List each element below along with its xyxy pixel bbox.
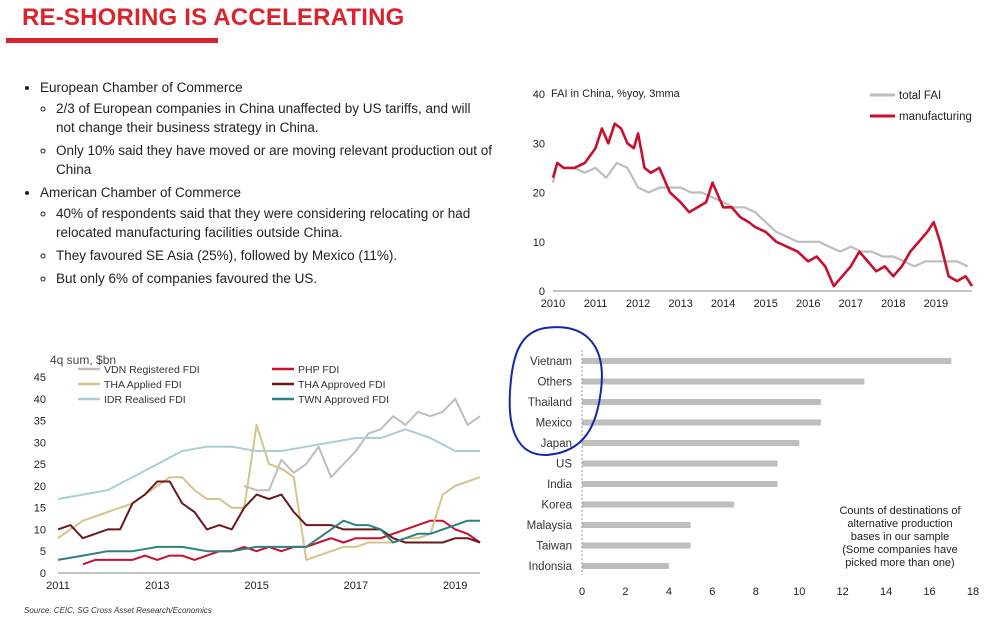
bullet-american-chamber: American Chamber of Commerce 40% of resp… — [40, 183, 492, 288]
fai-x-tick-label: 2011 — [584, 298, 608, 310]
bar-annotation-line: alternative production — [847, 518, 952, 530]
bar-x-tick-label: 0 — [579, 586, 585, 598]
bar-x-tick-label: 16 — [923, 586, 935, 598]
title-underline — [6, 38, 218, 43]
fdi-legend-label: TWN Approved FDI — [298, 394, 389, 406]
fai-x-tick-label: 2017 — [839, 298, 863, 310]
fdi-chart-title: 4q sum, $bn — [50, 353, 116, 367]
bar-x-tick-label: 8 — [753, 586, 759, 598]
fdi-series-line-idr-realised-fdi — [57, 428, 480, 500]
fai-legend-label: manufacturing — [899, 111, 972, 123]
bar-thailand — [582, 399, 821, 405]
bar-korea — [582, 501, 735, 508]
bar-x-tick-label: 6 — [709, 586, 715, 598]
fdi-y-tick-label: 35 — [34, 416, 46, 428]
fdi-x-tick-label: 2017 — [344, 580, 368, 592]
bar-x-tick-label: 2 — [622, 586, 628, 598]
bar-x-tick-label: 12 — [837, 586, 849, 598]
fdi-y-tick-label: 0 — [40, 568, 46, 580]
bar-us — [582, 460, 778, 467]
fdi-y-tick-label: 5 — [40, 546, 46, 558]
fdi-legend-label: IDR Realised FDI — [104, 394, 186, 406]
fdi-series-line-twn-approved-fdi — [57, 519, 480, 561]
fai-x-tick-label: 2012 — [626, 298, 650, 310]
sub-bullet: 2/3 of European companies in China unaff… — [56, 99, 492, 137]
highlight-circle-annotation — [508, 326, 603, 457]
bar-x-tick-label: 18 — [967, 586, 979, 598]
sub-bullet: 40% of respondents said that they were c… — [56, 204, 492, 242]
sub-bullet: Only 10% said they have moved or are mov… — [56, 141, 492, 179]
fdi-y-tick-label: 30 — [34, 437, 46, 449]
fai-y-tick-label: 30 — [533, 138, 545, 150]
fai-y-tick-label: 10 — [533, 237, 545, 249]
fdi-y-tick-label: 20 — [34, 481, 46, 493]
bar-india — [582, 481, 778, 487]
fai-x-tick-label: 2015 — [753, 298, 777, 310]
bullet-list: European Chamber of Commerce 2/3 of Euro… — [22, 78, 492, 292]
fdi-series-line-vdn-registered-fdi — [243, 397, 481, 492]
fdi-x-tick-label: 2019 — [443, 580, 467, 592]
fai-chart-title: FAI in China, %yoy, 3mma — [551, 88, 681, 100]
source-note: Source: CEIC, SG Cross Asset Research/Ec… — [24, 606, 212, 615]
bullet-text: American Chamber of Commerce — [40, 185, 242, 200]
fdi-series-line-tha-approved-fdi — [57, 480, 481, 544]
fdi-x-tick-label: 2013 — [145, 580, 169, 592]
bar-category-label: US — [556, 459, 572, 471]
bar-category-label: Taiwan — [536, 541, 572, 553]
bar-annotation-line: bases in our sample — [851, 531, 949, 543]
bar-japan — [582, 440, 800, 446]
fdi-x-tick-label: 2015 — [244, 580, 268, 592]
bar-x-tick-label: 14 — [880, 586, 892, 598]
bar-x-tick-label: 4 — [666, 586, 672, 598]
page-title: RE-SHORING IS ACCELERATING — [22, 4, 405, 31]
sub-bullet: They favoured SE Asia (25%), followed by… — [56, 246, 492, 265]
fai-y-tick-label: 20 — [533, 188, 545, 200]
fdi-x-tick-label: 2011 — [46, 580, 70, 592]
bar-category-label: Malaysia — [527, 520, 573, 532]
bar-category-label: Others — [537, 377, 572, 389]
fai-x-tick-label: 2016 — [796, 298, 820, 310]
bar-category-label: Vietnam — [530, 356, 572, 368]
bar-category-label: Japan — [541, 438, 572, 450]
bar-category-label: India — [547, 479, 573, 491]
bar-x-tick-label: 10 — [793, 586, 805, 598]
bullet-text: European Chamber of Commerce — [40, 80, 243, 95]
fai-x-tick-label: 2010 — [541, 298, 565, 310]
bar-category-label: Korea — [541, 500, 572, 512]
fai-legend-label: total FAI — [899, 90, 941, 102]
bar-indonsia — [582, 563, 669, 569]
bar-vietnam — [582, 358, 952, 364]
fai-y-tick-label: 0 — [539, 286, 545, 298]
fai-x-tick-label: 2014 — [711, 298, 735, 310]
fai-x-tick-label: 2013 — [668, 298, 692, 310]
fdi-y-tick-label: 10 — [34, 524, 46, 536]
fdi-series-line-php-fdi — [82, 519, 481, 566]
fdi-series-line-tha-applied-fdi — [57, 423, 481, 561]
bullet-european-chamber: European Chamber of Commerce 2/3 of Euro… — [40, 78, 492, 179]
fdi-y-tick-label: 45 — [34, 372, 46, 384]
bar-annotation-line: (Some companies have — [842, 544, 958, 556]
bar-annotation-line: picked more than one) — [845, 557, 954, 569]
bar-malaysia — [582, 522, 691, 528]
bar-taiwan — [582, 542, 691, 549]
bar-mexico — [582, 419, 821, 426]
sub-bullet: But only 6% of companies favoured the US… — [56, 269, 492, 288]
fai-x-tick-label: 2019 — [924, 298, 948, 310]
fdi-y-tick-label: 25 — [34, 459, 46, 471]
fai-series-line-total-fai — [551, 161, 969, 268]
bar-category-label: Thailand — [528, 397, 572, 409]
fdi-legend-label: VDN Registered FDI — [104, 364, 200, 376]
fdi-y-tick-label: 15 — [34, 503, 46, 515]
fai-series-line-manufacturing — [551, 122, 974, 288]
bar-annotation-line: Counts of destinations of — [839, 505, 961, 517]
bar-category-label: Mexico — [536, 418, 572, 430]
fdi-legend-label: THA Applied FDI — [104, 379, 182, 391]
bar-category-label: Indonsia — [529, 561, 573, 573]
fdi-legend-label: THA Approved FDI — [298, 379, 386, 391]
fai-x-tick-label: 2018 — [881, 298, 905, 310]
bar-others — [582, 378, 865, 385]
fdi-legend-label: PHP FDI — [298, 364, 339, 376]
fai-y-tick-label: 40 — [533, 89, 545, 101]
fdi-y-tick-label: 40 — [34, 394, 46, 406]
